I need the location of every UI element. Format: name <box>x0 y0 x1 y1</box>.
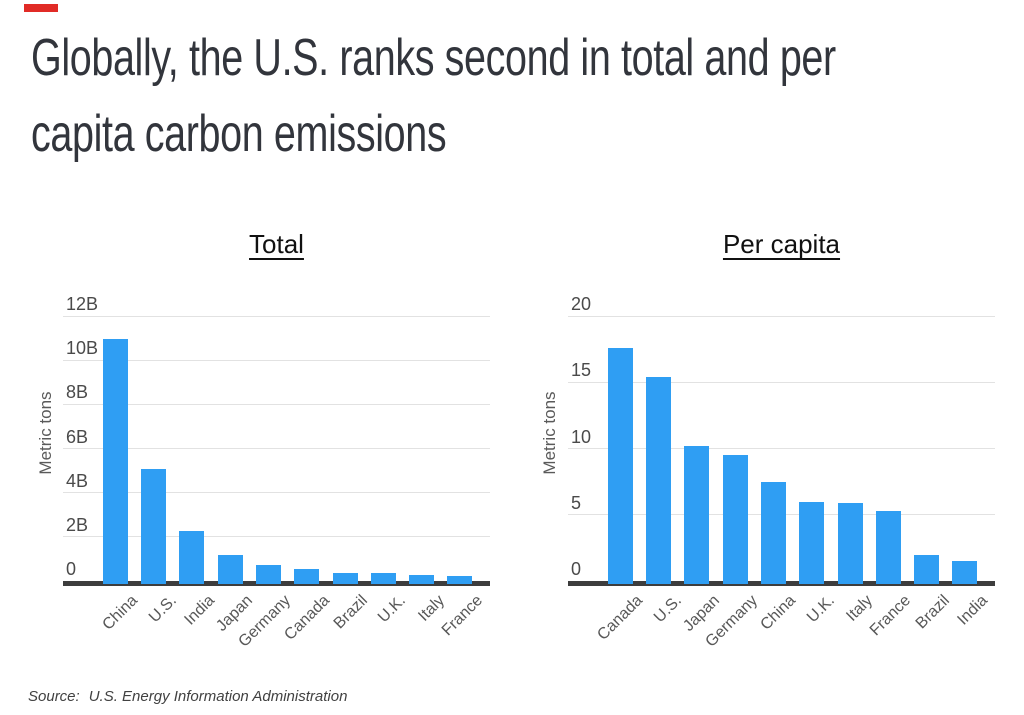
y-tick-label-20: 20 <box>571 294 592 314</box>
bar-uk <box>799 501 825 584</box>
bar-canada <box>294 568 320 584</box>
source-attribution: Source: U.S. Energy Information Administr… <box>28 688 347 705</box>
y-tick-label-0: 0 <box>66 559 77 579</box>
page-title: Globally, the U.S. ranks second in total… <box>31 20 1024 172</box>
red-accent-dash <box>24 4 58 12</box>
source-label: Source: <box>28 688 80 705</box>
bar-india <box>952 561 978 584</box>
bar-germany <box>255 565 281 584</box>
bar-uk <box>370 573 396 584</box>
total-emissions-chart: Total 0 2B 4B 6B 8B 10B 12B China U.S. India Japa… <box>63 226 490 696</box>
bar-china <box>102 338 128 584</box>
per-capita-chart-heading-text: Per capita <box>722 229 841 259</box>
gridline <box>63 359 490 361</box>
source-text: U.S. Energy Information Administration <box>88 688 348 705</box>
y-tick-label-12b: 12B <box>66 294 99 314</box>
y-tick-label-15: 15 <box>571 360 592 381</box>
bar-us <box>141 469 166 584</box>
bar-japan <box>217 555 243 584</box>
y-tick-label-5: 5 <box>571 492 582 513</box>
bar-france <box>447 575 473 584</box>
bar-india <box>179 531 205 584</box>
gridline <box>568 315 995 317</box>
bar-japan <box>684 446 710 584</box>
gridline <box>63 315 490 317</box>
page-title-line-2: capita carbon emissions <box>31 105 447 163</box>
bar-brazil <box>914 554 940 584</box>
bar-china <box>760 481 786 584</box>
y-tick-label-6b: 6B <box>66 426 89 447</box>
y-tick-label-10: 10 <box>571 426 592 447</box>
gridline <box>63 492 490 494</box>
total-chart-heading-text: Total <box>249 229 304 259</box>
gridline <box>63 536 490 538</box>
y-tick-label-4b: 4B <box>66 470 89 491</box>
page-title-line-1: Globally, the U.S. ranks second in total… <box>31 29 836 87</box>
per-capita-chart-plot-area: 0 5 10 15 20 <box>568 294 995 586</box>
per-capita-chart-y-axis-title: Metric tons <box>540 391 559 475</box>
y-tick-label-10b: 10B <box>66 338 99 359</box>
bar-france <box>875 511 901 584</box>
bar-italy <box>837 503 863 584</box>
gridline <box>568 448 995 449</box>
bar-brazil <box>332 572 358 584</box>
bar-italy <box>409 575 435 584</box>
gridline <box>63 448 490 449</box>
gridline <box>63 403 490 405</box>
bar-canada <box>607 348 633 584</box>
total-chart-y-axis-title: Metric tons <box>36 391 55 475</box>
y-tick-label-2b: 2B <box>66 514 89 535</box>
bar-us <box>646 377 671 584</box>
per-capita-emissions-chart: Per capita 0 5 10 15 20 Canada U.S. Japan Germa… <box>568 226 995 696</box>
y-tick-label-0: 0 <box>571 559 582 579</box>
per-capita-chart-heading: Per capita <box>568 229 995 260</box>
y-tick-label-8b: 8B <box>66 382 89 403</box>
bar-germany <box>722 455 748 584</box>
gridline <box>568 381 995 383</box>
total-chart-plot-area: 0 2B 4B 6B 8B 10B 12B <box>63 294 490 586</box>
total-chart-heading: Total <box>63 229 490 260</box>
